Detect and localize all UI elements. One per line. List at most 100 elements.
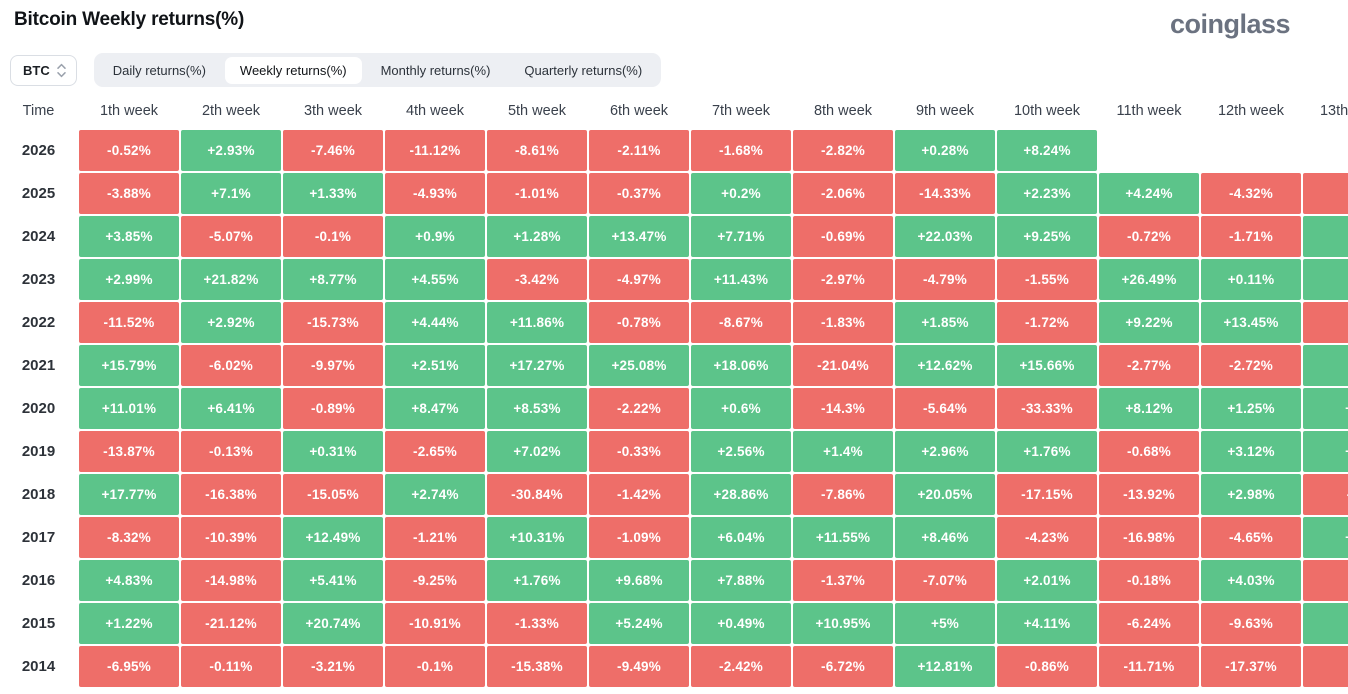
return-cell: +17.27% <box>487 345 587 386</box>
week-column-header-2: 2th week <box>201 103 261 119</box>
return-cell: +12.81% <box>895 646 995 687</box>
return-cell: -13.92% <box>1099 474 1199 515</box>
return-cell: -5.64% <box>895 388 995 429</box>
return-cell: +0.2% <box>691 173 791 214</box>
return-cell: +3.85% <box>79 216 179 257</box>
return-cell: +4.24% <box>1099 173 1199 214</box>
return-cell: -1.42% <box>589 474 689 515</box>
return-cell: -17.15% <box>997 474 1097 515</box>
return-cell: +12.62% <box>895 345 995 386</box>
week-column-header-7: 7th week <box>711 103 771 119</box>
return-cell: +7.1% <box>181 173 281 214</box>
empty-cell <box>1201 130 1301 171</box>
return-cell: -11.12% <box>385 130 485 171</box>
return-cell: +5.41% <box>283 560 383 601</box>
return-cell: -6.72% <box>793 646 893 687</box>
tab-daily-returns[interactable]: Daily returns(%) <box>98 57 221 84</box>
return-cell: +8.46% <box>895 517 995 558</box>
return-cell: +20.05% <box>895 474 995 515</box>
return-cell: +5% <box>895 603 995 644</box>
return-cell: -3.21% <box>283 646 383 687</box>
return-cell: -4.93% <box>385 173 485 214</box>
return-cell: +0.6% <box>691 388 791 429</box>
return-cell: +8.24% <box>997 130 1097 171</box>
return-cell: -2.11% <box>589 130 689 171</box>
returns-grid: Time 1th week 2th week 3th week 4th week 5th … <box>0 94 1348 687</box>
coinglass-logo[interactable]: coinglass <box>1169 9 1291 39</box>
return-cell: -1.55% <box>997 259 1097 300</box>
return-cell: +15.79% <box>79 345 179 386</box>
week-column-header-4: 4th week <box>405 103 465 119</box>
return-cell-cutoff: -1 <box>1303 474 1348 515</box>
return-cell: +2.23% <box>997 173 1097 214</box>
return-cell: +1.76% <box>487 560 587 601</box>
return-cell: +7.88% <box>691 560 791 601</box>
return-cell: -2.97% <box>793 259 893 300</box>
return-cell: -14.98% <box>181 560 281 601</box>
return-cell: +4.55% <box>385 259 485 300</box>
year-label-2017: 2017 <box>21 529 56 546</box>
return-cell-cutoff: +2 <box>1303 431 1348 472</box>
return-cell: -2.22% <box>589 388 689 429</box>
return-cell: -2.42% <box>691 646 791 687</box>
tab-weekly-returns[interactable]: Weekly returns(%) <box>224 56 362 84</box>
return-cell: -33.33% <box>997 388 1097 429</box>
return-cell: -13.87% <box>79 431 179 472</box>
return-cell: +7.02% <box>487 431 587 472</box>
return-cell: -0.33% <box>589 431 689 472</box>
week-column-header-8: 8th week <box>813 103 873 119</box>
return-cell: -1.68% <box>691 130 791 171</box>
return-cell: -6.24% <box>1099 603 1199 644</box>
return-cell-cutoff: + <box>1303 603 1348 644</box>
return-cell: -2.72% <box>1201 345 1301 386</box>
return-cell: +4.03% <box>1201 560 1301 601</box>
return-cell: +11.01% <box>79 388 179 429</box>
return-cell: +1.22% <box>79 603 179 644</box>
year-label-2021: 2021 <box>21 357 56 374</box>
returns-period-tabs: Daily returns(%) Weekly returns(%) Monthly… <box>93 53 662 87</box>
return-cell: -9.97% <box>283 345 383 386</box>
return-cell: +0.9% <box>385 216 485 257</box>
week-column-header-3: 3th week <box>303 103 363 119</box>
return-cell: -4.32% <box>1201 173 1301 214</box>
return-cell: +2.51% <box>385 345 485 386</box>
return-cell-cutoff <box>1303 646 1348 687</box>
return-cell: -30.84% <box>487 474 587 515</box>
return-cell: -9.25% <box>385 560 485 601</box>
return-cell: +18.06% <box>691 345 791 386</box>
return-cell: -4.65% <box>1201 517 1301 558</box>
return-cell: -0.1% <box>385 646 485 687</box>
return-cell: -4.23% <box>997 517 1097 558</box>
year-label-2016: 2016 <box>21 572 56 589</box>
return-cell: +0.49% <box>691 603 791 644</box>
tab-quarterly-returns[interactable]: Quarterly returns(%) <box>509 57 657 84</box>
return-cell: +1.25% <box>1201 388 1301 429</box>
return-cell: +2.56% <box>691 431 791 472</box>
return-cell: +26.49% <box>1099 259 1199 300</box>
return-cell: +7.71% <box>691 216 791 257</box>
return-cell: +11.86% <box>487 302 587 343</box>
page-title: Bitcoin Weekly returns(%) <box>14 9 245 30</box>
return-cell: -4.79% <box>895 259 995 300</box>
controls-row: BTC Daily returns(%) Weekly returns(%) Mon… <box>10 53 1348 87</box>
return-cell: +4.44% <box>385 302 485 343</box>
return-cell: +6.04% <box>691 517 791 558</box>
return-cell: +10.31% <box>487 517 587 558</box>
return-cell: -9.49% <box>589 646 689 687</box>
return-cell: +5.24% <box>589 603 689 644</box>
return-cell: +12.49% <box>283 517 383 558</box>
return-cell: -1.01% <box>487 173 587 214</box>
week-column-header-10: 10th week <box>1013 103 1081 119</box>
topbar: Bitcoin Weekly returns(%) coinglass <box>0 0 1348 38</box>
return-cell: +4.11% <box>997 603 1097 644</box>
coin-selector[interactable]: BTC <box>10 54 77 86</box>
return-cell: +8.77% <box>283 259 383 300</box>
return-cell: -10.39% <box>181 517 281 558</box>
return-cell: +1.76% <box>997 431 1097 472</box>
return-cell: +2.96% <box>895 431 995 472</box>
return-cell: -11.71% <box>1099 646 1199 687</box>
return-cell: +1.4% <box>793 431 893 472</box>
return-cell: -0.1% <box>283 216 383 257</box>
tab-monthly-returns[interactable]: Monthly returns(%) <box>366 57 506 84</box>
